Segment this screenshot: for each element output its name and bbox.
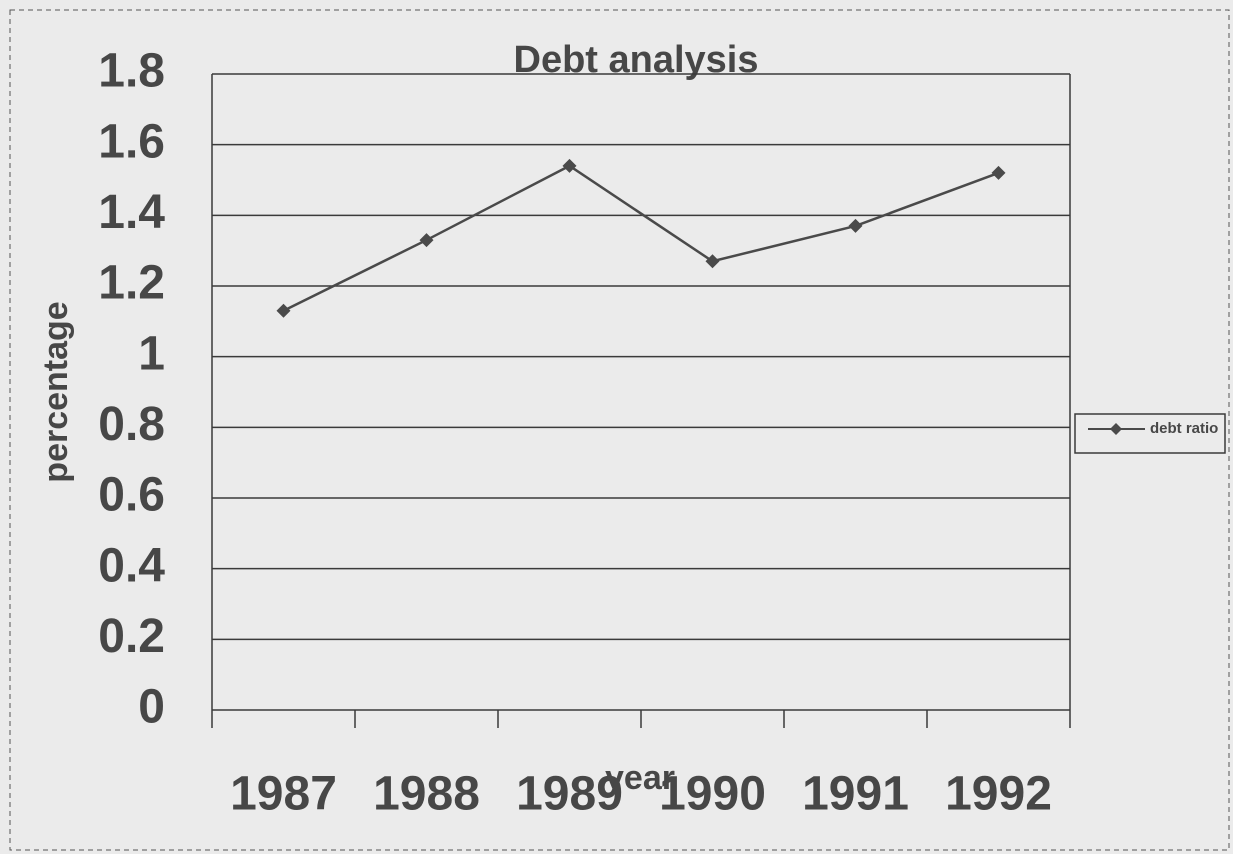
y-tick-label: 0.8 [98,398,165,451]
data-point [705,254,720,269]
y-tick-label: 0.4 [98,539,165,592]
y-tick-label: 0.6 [98,469,165,522]
y-tick-label: 0.2 [98,610,165,663]
y-tick-label: 1.6 [98,115,165,168]
x-tick-label: 1992 [945,768,1052,821]
x-tick-label: 1989 [516,768,623,821]
x-axis-label: year [605,759,675,797]
y-tick-label: 1.8 [98,45,165,98]
data-point [276,303,291,318]
x-tick-label: 1987 [230,768,337,821]
x-tick-label: 1990 [659,768,766,821]
legend-label: debt ratio [1150,420,1218,437]
y-tick-label: 1.2 [98,257,165,310]
legend-box [1074,413,1226,454]
data-point [991,165,1006,180]
data-point [848,218,863,233]
y-tick-label: 1 [138,327,165,380]
y-tick-label: 1.4 [98,186,165,239]
data-point [562,158,577,173]
legend-marker [1110,423,1122,435]
series-line [282,164,999,312]
data-point [419,233,434,248]
frame [9,9,1230,851]
y-axis-label: percentage [37,301,75,482]
x-tick-label: 1991 [802,768,909,821]
y-tick-label: 0 [138,681,165,734]
x-tick-label: 1988 [373,768,480,821]
